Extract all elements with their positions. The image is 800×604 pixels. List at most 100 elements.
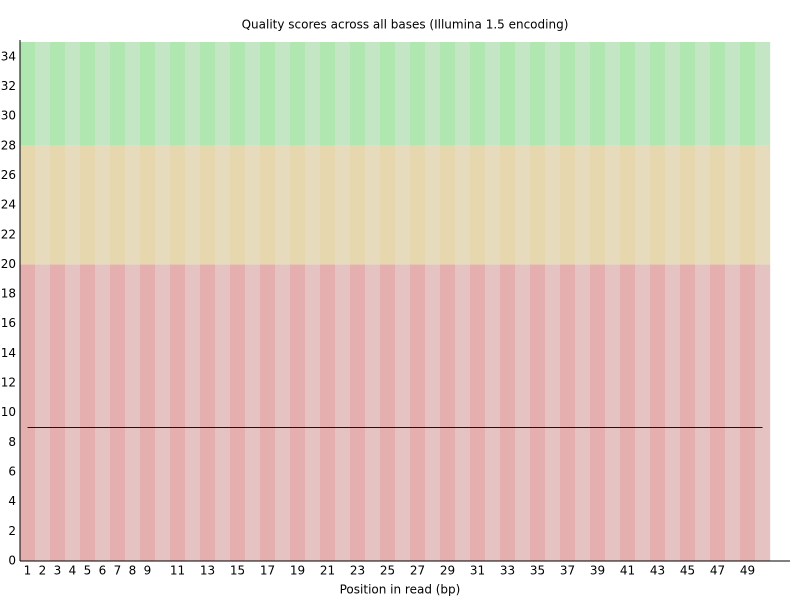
x-tick-label: 45: [680, 564, 695, 578]
quality-band: [740, 264, 756, 561]
quality-band: [530, 145, 546, 265]
quality-band: [95, 42, 111, 146]
quality-band: [110, 145, 126, 265]
quality-band: [560, 145, 576, 265]
quality-band: [170, 145, 186, 265]
quality-band: [110, 42, 126, 146]
quality-band: [470, 264, 486, 561]
quality-band: [155, 145, 171, 265]
quality-band: [710, 264, 726, 561]
quality-band: [485, 145, 501, 265]
quality-band: [20, 264, 36, 561]
quality-band: [425, 264, 441, 561]
quality-band: [380, 42, 396, 146]
quality-band: [260, 264, 276, 561]
quality-band: [110, 264, 126, 561]
quality-band: [500, 264, 516, 561]
quality-band: [755, 42, 771, 146]
quality-band: [545, 264, 561, 561]
quality-band: [275, 42, 291, 146]
x-tick-label: 33: [500, 564, 515, 578]
quality-band: [365, 42, 381, 146]
y-tick-label: 24: [1, 198, 16, 212]
quality-band: [560, 264, 576, 561]
quality-band: [605, 145, 621, 265]
quality-band: [755, 264, 771, 561]
x-tick-label: 3: [54, 564, 62, 578]
y-tick-label: 22: [1, 227, 16, 241]
quality-band: [695, 42, 711, 146]
y-tick-label: 32: [1, 79, 16, 93]
quality-band: [575, 42, 591, 146]
quality-band: [665, 145, 681, 265]
quality-band: [35, 264, 51, 561]
quality-band: [290, 264, 306, 561]
quality-band: [170, 264, 186, 561]
quality-band: [35, 42, 51, 146]
quality-band: [680, 264, 696, 561]
quality-band: [650, 264, 666, 561]
quality-band: [200, 264, 216, 561]
quality-band: [80, 145, 96, 265]
quality-band: [455, 264, 471, 561]
quality-band: [725, 145, 741, 265]
quality-band: [620, 42, 636, 146]
quality-band: [365, 145, 381, 265]
quality-band: [740, 145, 756, 265]
quality-band: [560, 42, 576, 146]
quality-band: [395, 264, 411, 561]
quality-band: [755, 145, 771, 265]
y-tick-label: 26: [1, 168, 16, 182]
quality-band: [80, 264, 96, 561]
quality-band: [140, 42, 156, 146]
quality-band: [290, 42, 306, 146]
quality-band: [200, 145, 216, 265]
x-tick-label: 29: [440, 564, 455, 578]
quality-band: [35, 145, 51, 265]
quality-band: [125, 264, 141, 561]
quality-band: [80, 42, 96, 146]
quality-band: [680, 145, 696, 265]
quality-band: [635, 42, 651, 146]
quality-band: [740, 42, 756, 146]
quality-band: [65, 264, 81, 561]
quality-band: [710, 145, 726, 265]
y-tick-label: 10: [1, 405, 16, 419]
quality-band: [710, 42, 726, 146]
quality-band: [200, 42, 216, 146]
quality-band: [95, 145, 111, 265]
y-tick-label: 30: [1, 109, 16, 123]
quality-band: [260, 145, 276, 265]
quality-band: [605, 42, 621, 146]
quality-band: [665, 42, 681, 146]
x-tick-label: 35: [530, 564, 545, 578]
quality-band: [50, 42, 66, 146]
quality-band: [95, 264, 111, 561]
quality-band: [455, 145, 471, 265]
quality-band: [590, 264, 606, 561]
quality-band: [365, 264, 381, 561]
quality-band: [305, 145, 321, 265]
quality-band: [410, 145, 426, 265]
quality-band: [275, 264, 291, 561]
quality-band: [65, 145, 81, 265]
x-tick-label: 13: [200, 564, 215, 578]
quality-band: [350, 264, 366, 561]
quality-band: [215, 145, 231, 265]
y-tick-label: 16: [1, 316, 16, 330]
quality-band: [650, 145, 666, 265]
x-tick-label: 4: [69, 564, 77, 578]
quality-band: [185, 145, 201, 265]
y-tick-label: 4: [8, 494, 16, 508]
chart-title: Quality scores across all bases (Illumin…: [242, 18, 569, 32]
x-tick-label: 21: [320, 564, 335, 578]
x-tick-label: 37: [560, 564, 575, 578]
quality-band: [635, 145, 651, 265]
quality-band: [620, 264, 636, 561]
quality-band: [515, 264, 531, 561]
quality-band: [695, 145, 711, 265]
x-tick-label: 43: [650, 564, 665, 578]
y-tick-label: 8: [8, 435, 16, 449]
x-tick-label: 1: [24, 564, 32, 578]
